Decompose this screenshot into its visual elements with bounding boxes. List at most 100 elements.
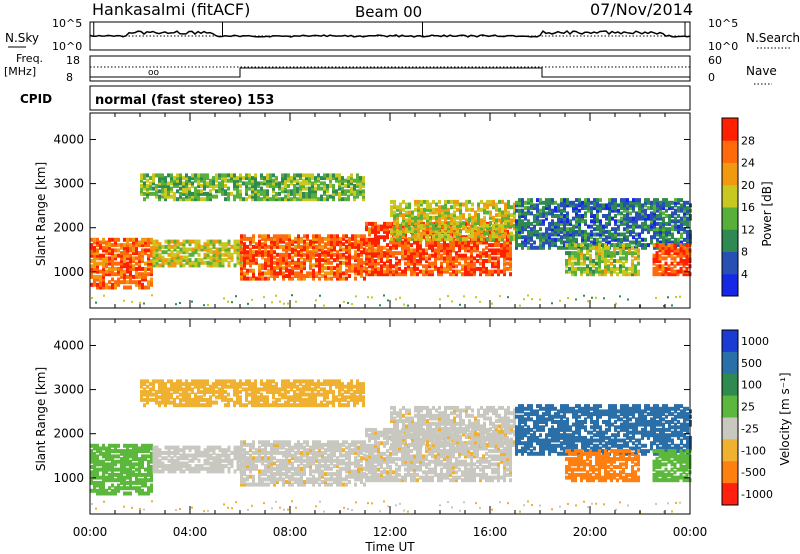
power-cell — [132, 237, 135, 242]
power-cell — [665, 227, 668, 232]
velocity-cell — [306, 464, 309, 469]
velocity-cell — [218, 464, 222, 469]
power-cell — [662, 235, 665, 240]
power-cell — [102, 248, 105, 253]
velocity-cell — [182, 450, 186, 455]
velocity-cell — [264, 456, 267, 461]
velocity-cell — [255, 456, 258, 461]
power-cell — [389, 259, 392, 263]
power-cell — [560, 203, 563, 208]
power-cell — [278, 186, 281, 191]
power-cell — [240, 234, 243, 239]
power-cell — [290, 197, 293, 202]
power-cell — [574, 245, 577, 250]
velocity-cell — [191, 458, 195, 463]
power-cell — [339, 242, 342, 247]
velocity-cell — [233, 469, 237, 474]
velocity-cell — [200, 453, 204, 458]
power-cell — [455, 259, 458, 263]
power-cell — [441, 221, 444, 226]
velocity-cell — [99, 462, 102, 467]
power-cell — [330, 271, 333, 276]
power-cell — [279, 252, 282, 257]
power-cell — [677, 240, 680, 245]
velocity-cell — [93, 459, 96, 464]
velocity-cell — [339, 477, 342, 482]
power-cell — [191, 263, 195, 268]
velocity-cell — [182, 453, 186, 458]
power-cell — [143, 186, 146, 191]
power-cell — [506, 261, 509, 266]
power-cell — [395, 269, 398, 274]
velocity-cell — [246, 456, 249, 461]
power-cell — [197, 197, 200, 202]
power-cell — [504, 205, 507, 210]
power-cell — [408, 205, 411, 210]
power-cell — [390, 210, 393, 215]
power-cell — [146, 173, 149, 178]
power-cell — [330, 250, 333, 255]
power-cell — [302, 191, 305, 196]
power-cell — [575, 208, 578, 213]
velocity-cell — [215, 461, 219, 466]
power-cell — [407, 248, 410, 253]
velocity-cell — [300, 458, 303, 463]
power-cell — [188, 239, 192, 244]
power-cell — [108, 237, 111, 242]
power-cell — [132, 245, 135, 250]
power-cell — [305, 173, 308, 178]
power-cell — [452, 272, 455, 277]
power-cell — [616, 245, 619, 250]
power-cell — [527, 208, 530, 213]
velocity-cell — [114, 478, 117, 483]
velocity-cell — [294, 442, 297, 447]
power-cell — [682, 253, 686, 258]
power-cell — [221, 242, 225, 247]
power-cell — [318, 234, 321, 239]
velocity-cell — [342, 453, 345, 458]
power-cell — [620, 232, 623, 237]
velocity-cell — [152, 448, 156, 453]
power-cell — [671, 232, 674, 237]
power-cell — [501, 223, 504, 228]
velocity-cell — [258, 480, 261, 484]
power-cell — [323, 191, 326, 196]
power-cell — [176, 252, 180, 257]
velocity-cell — [150, 454, 153, 459]
power-cell — [227, 186, 230, 191]
power-cell — [521, 208, 524, 213]
power-cell — [631, 251, 634, 256]
power-cell — [230, 173, 233, 178]
power-cell — [285, 234, 288, 239]
velocity-cell — [132, 472, 135, 477]
power-cell — [359, 184, 362, 188]
power-cell — [682, 259, 686, 263]
power-cell — [179, 250, 183, 255]
power-cell — [608, 235, 611, 240]
power-cell — [686, 245, 689, 250]
power-cell — [390, 231, 393, 236]
power-cell — [233, 250, 237, 255]
power-cell — [622, 256, 625, 261]
velocity-cell — [182, 445, 186, 450]
power-cell — [182, 255, 186, 260]
velocity-cell — [126, 457, 129, 462]
power-cell — [108, 256, 111, 261]
velocity-cell — [111, 472, 114, 477]
power-cell — [513, 234, 516, 239]
power-cell — [655, 243, 659, 248]
velocity-cell — [114, 486, 117, 491]
power-cell — [360, 239, 363, 244]
velocity-cell — [318, 464, 321, 469]
power-cell — [518, 203, 521, 208]
power-cell — [653, 214, 656, 218]
power-cell — [314, 191, 317, 196]
power-cell — [426, 213, 429, 218]
power-cell — [518, 229, 521, 234]
power-cell — [111, 261, 114, 266]
power-cell — [474, 210, 477, 215]
power-cell — [413, 266, 416, 271]
power-cell — [143, 191, 146, 196]
power-cell — [507, 199, 510, 204]
